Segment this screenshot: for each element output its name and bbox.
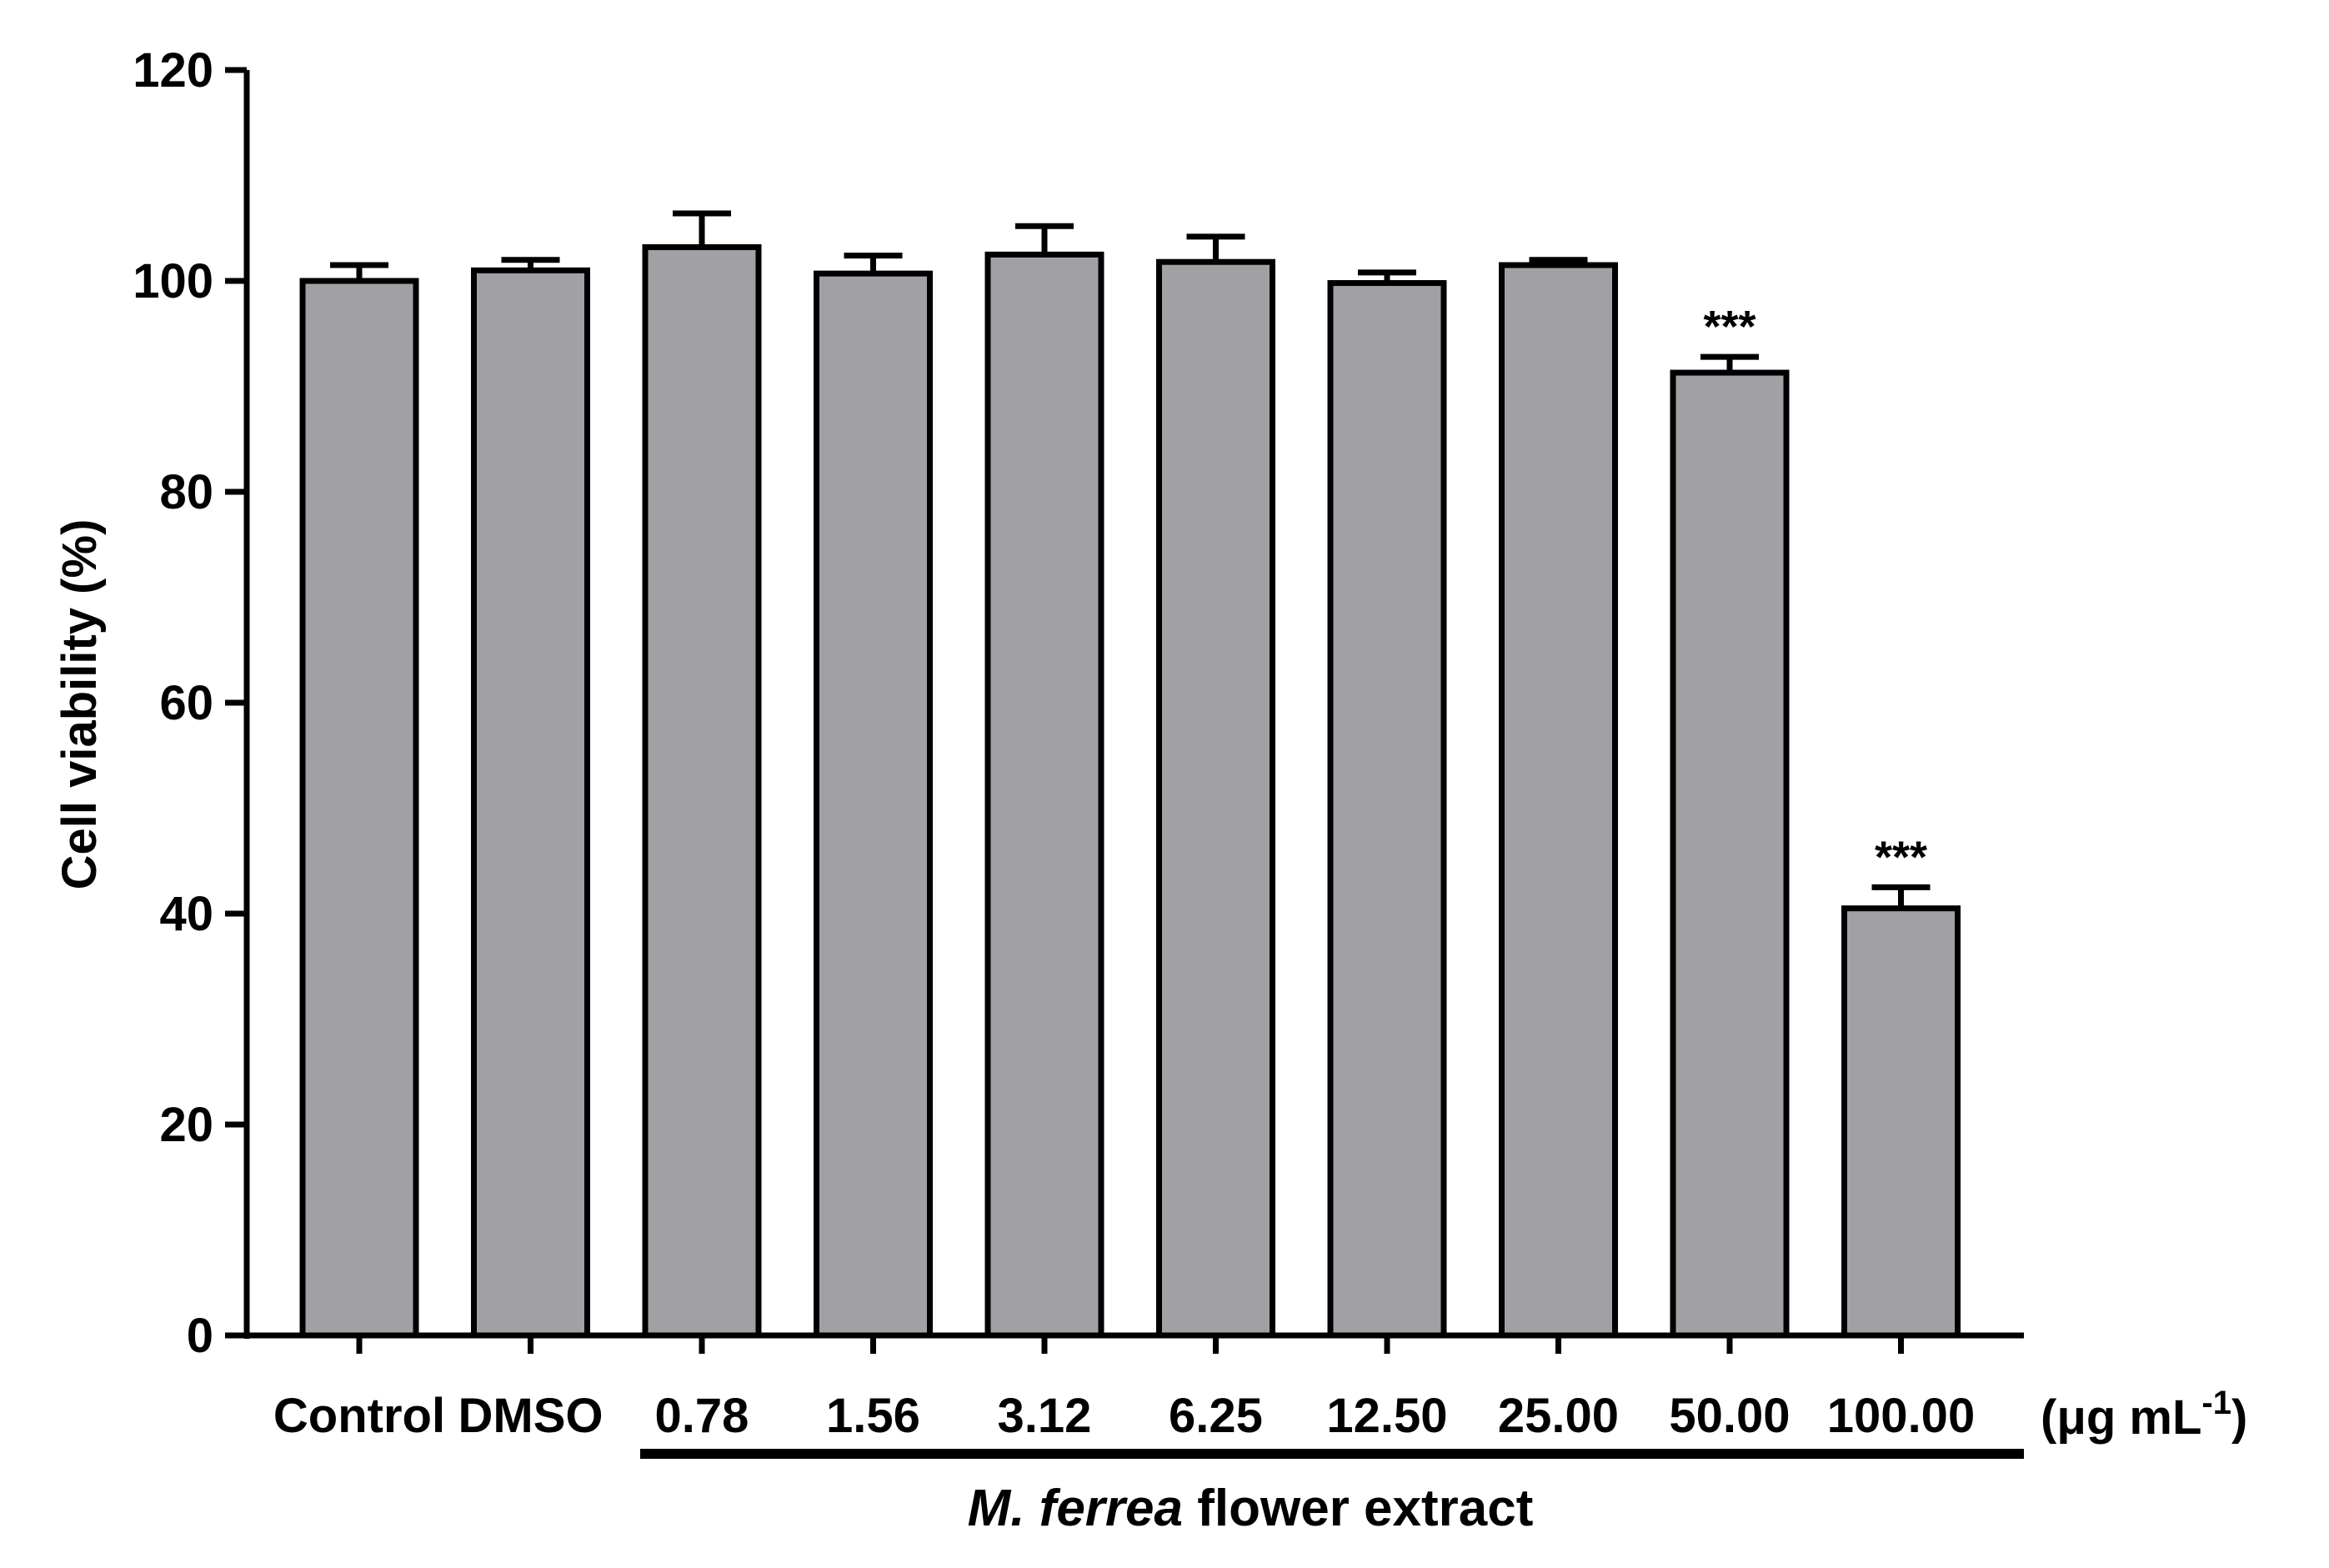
x-tick-label: 50.00 [1669, 1389, 1790, 1443]
y-tick-label: 0 [187, 1309, 213, 1363]
y-tick-label: 20 [159, 1098, 213, 1152]
unit-exponent: -1 [2201, 1385, 2231, 1421]
y-tick-label: 40 [159, 887, 213, 941]
bar [1156, 258, 1275, 1339]
y-tick-label: 60 [159, 676, 213, 730]
x-tick-label: 100.00 [1827, 1389, 1975, 1443]
bar [471, 267, 590, 1339]
unit-main: g mL [2086, 1390, 2202, 1445]
x-tick-label: 0.78 [655, 1389, 749, 1443]
bar [1327, 280, 1447, 1339]
y-tick-label: 100 [133, 254, 213, 308]
bar [814, 270, 933, 1339]
x-tick-label: DMSO [458, 1389, 604, 1443]
bar [1499, 262, 1618, 1339]
unit-label: (μg mL-1) [2041, 1385, 2247, 1445]
x-tick-label: 12.50 [1326, 1389, 1447, 1443]
bar [1670, 369, 1790, 1339]
unit-close: ) [2231, 1390, 2247, 1445]
group-label-rest: flower extract [1183, 1480, 1533, 1537]
bar [1841, 905, 1961, 1339]
bar [299, 278, 419, 1339]
x-tick-label: 3.12 [998, 1389, 1092, 1443]
bar [984, 251, 1104, 1339]
y-tick-label: 120 [133, 43, 213, 98]
significance-label: *** [1703, 302, 1756, 352]
group-label: M. ferrea flower extract [968, 1480, 1534, 1537]
bar [642, 244, 762, 1339]
y-tick-label: 80 [159, 465, 213, 519]
unit-mu: μ [2056, 1390, 2086, 1445]
x-tick-label: 25.00 [1498, 1389, 1619, 1443]
x-tick-label: Control [273, 1389, 445, 1443]
unit-open: ( [2041, 1390, 2057, 1445]
plot-area: Control DMSO 0.78 1.56 3.12 6.25 12.50 25.00 ***… [133, 43, 2024, 1443]
x-tick-label: 6.25 [1169, 1389, 1263, 1443]
y-axis-label: Cell viability (%) [53, 519, 107, 890]
group-label-italic: M. ferrea [968, 1480, 1183, 1537]
x-tick-label: 1.56 [826, 1389, 920, 1443]
significance-label: *** [1875, 832, 1927, 882]
